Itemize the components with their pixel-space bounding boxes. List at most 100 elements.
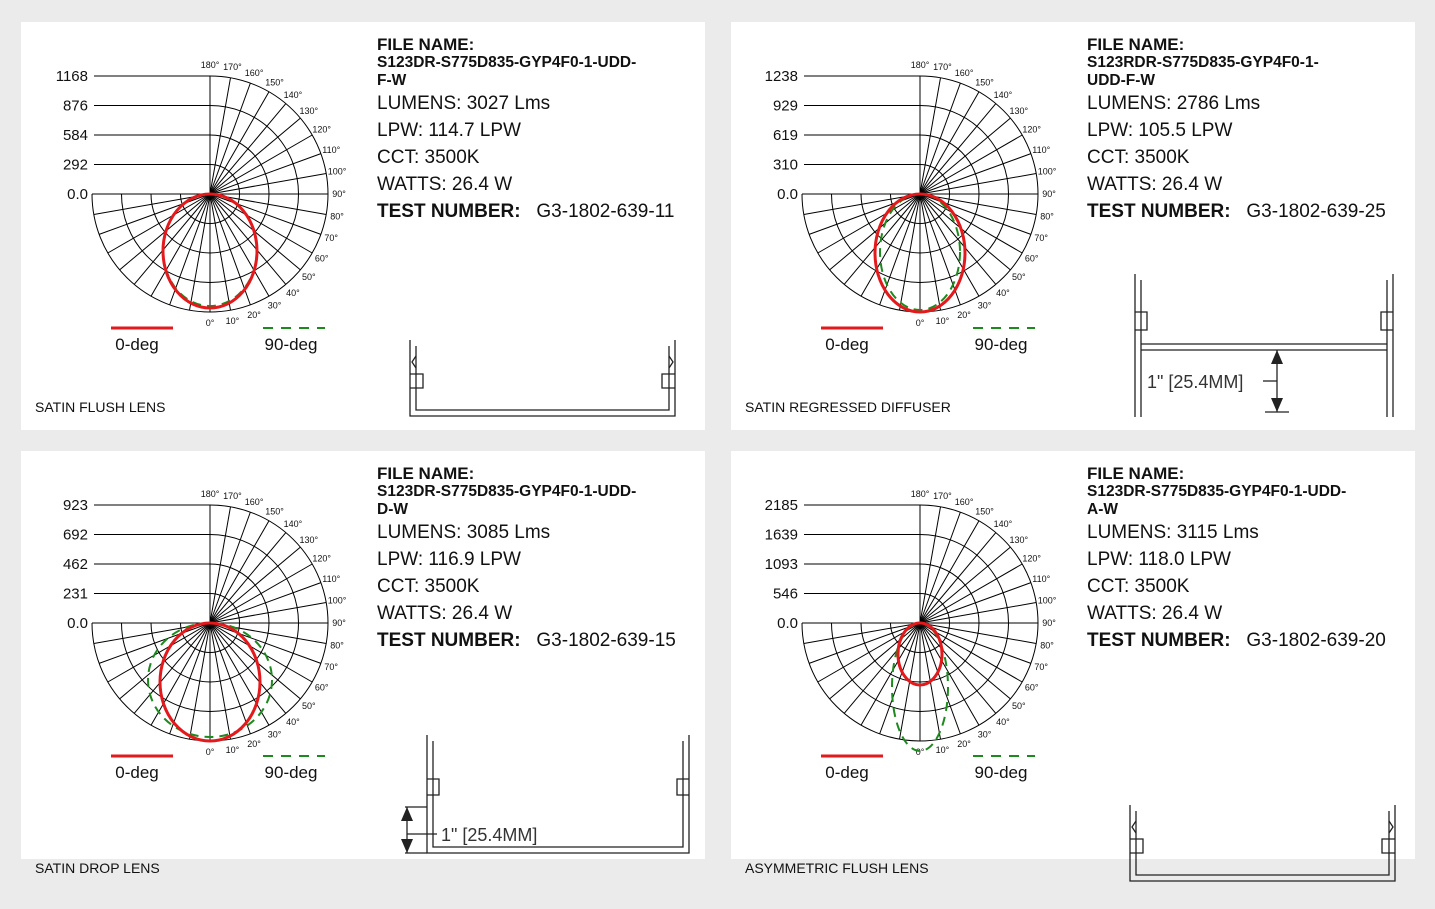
test-number-row: TEST NUMBER: G3-1802-639-20 xyxy=(1087,627,1407,654)
file-name-value: S123DR-S775D835-GYP4F0-1-UDD- F-W xyxy=(377,54,637,89)
lpw-value: LPW: 114.7 LPW xyxy=(377,120,521,141)
angle-label: 160° xyxy=(955,68,974,78)
grid-ring-upper xyxy=(919,105,1009,195)
angle-label: 170° xyxy=(223,491,242,501)
legend-label-0-deg: 0-deg xyxy=(825,335,868,354)
grid-spoke xyxy=(803,622,921,644)
angle-label: 120° xyxy=(312,125,331,135)
grid-ring-upper xyxy=(919,134,980,195)
grid-ring-upper xyxy=(209,534,299,624)
curve-0-deg xyxy=(873,192,967,314)
lumens-value: LUMENS: 2786 Lms xyxy=(1087,93,1261,114)
grid-ring-upper xyxy=(919,75,1039,195)
lpw-value: LPW: 105.5 LPW xyxy=(1087,120,1233,141)
angle-label: 150° xyxy=(265,77,284,87)
angle-label: 20° xyxy=(247,739,261,749)
polar-candela-chart: 2185 1639 1093 546 0.0 180° 170°160°150°140° 13… xyxy=(765,489,1057,782)
grid-spoke xyxy=(209,520,270,624)
grid-spoke xyxy=(919,622,980,726)
grid-spoke xyxy=(879,622,921,735)
grid-spoke xyxy=(98,193,211,235)
grid-spoke xyxy=(829,622,921,700)
lumens-value: LUMENS: 3085 Lms xyxy=(377,522,551,543)
lumens-value: LUMENS: 3027 Lms xyxy=(377,93,551,114)
angle-label: 140° xyxy=(284,90,303,100)
radial-value-label: 1238 xyxy=(765,68,798,85)
radial-value-label: 292 xyxy=(63,157,88,174)
luminaire-profile-drawing xyxy=(409,340,676,417)
angle-label: 70° xyxy=(324,233,338,243)
angle-label: 150° xyxy=(975,506,994,516)
luminaire-profile-drawing xyxy=(1129,805,1396,882)
angle-label: 40° xyxy=(996,717,1010,727)
angle-label: 120° xyxy=(1022,554,1041,564)
grid-spoke xyxy=(209,506,231,624)
angle-label: 160° xyxy=(245,497,264,507)
photometric-panel-satin-drop-lens: 923 692 462 231 0.0 180° 170° 160° 150° 140° 130° 1… xyxy=(21,451,705,876)
angle-label: 100° xyxy=(328,167,347,177)
angle-label: 60° xyxy=(1025,254,1039,264)
radial-value-label: 1639 xyxy=(765,527,798,544)
grid-spoke xyxy=(919,622,997,714)
grid-spoke xyxy=(209,622,231,740)
legend-label-90-deg: 90-deg xyxy=(265,335,318,354)
file-name-value: S123DR-S775D835-GYP4F0-1-UDD- A-W xyxy=(1087,483,1347,518)
photometric-info: FILE NAME: S123DR-S775D835-GYP4F0-1-UDD-… xyxy=(377,35,697,225)
grid-spoke xyxy=(169,193,211,306)
angle-label: 140° xyxy=(284,519,303,529)
grid-spoke xyxy=(919,153,1032,195)
grid-spoke xyxy=(209,532,287,624)
radial-value-label: 1093 xyxy=(765,556,798,573)
angle-label: 170° xyxy=(223,62,242,72)
angle-label: 70° xyxy=(324,662,338,672)
cct-value: CCT: 3500K xyxy=(377,147,480,168)
grid-spoke xyxy=(209,193,270,297)
grid-spoke xyxy=(209,193,322,235)
radial-value-label: 546 xyxy=(773,586,798,603)
angle-label: 0° xyxy=(206,747,215,757)
lpw-value: LPW: 116.9 LPW xyxy=(377,549,521,570)
file-name-label: FILE NAME: xyxy=(377,35,475,54)
polar-grid: 1168 876 584 292 0.0 180° 170°160°150°140° 130°… xyxy=(56,60,347,328)
grid-spoke xyxy=(919,193,941,311)
angle-label: 80° xyxy=(330,640,344,650)
angle-label: 0° xyxy=(916,747,925,757)
legend-label-90-deg: 90-deg xyxy=(975,335,1028,354)
lens-caption: ASYMMETRIC FLUSH LENS xyxy=(745,860,929,876)
watts-value: WATTS: 26.4 W xyxy=(1087,603,1223,624)
legend-label-0-deg: 0-deg xyxy=(115,335,158,354)
lens-caption: SATIN DROP LENS xyxy=(35,860,160,876)
angle-label: 80° xyxy=(1040,211,1054,221)
photometric-info: FILE NAME: S123DR-S775D835-GYP4F0-1-UDD-… xyxy=(377,464,697,654)
grid-spoke xyxy=(919,582,1032,624)
photometric-panel-satin-flush-lens: 1168 876 584 292 0.0 180° 170° 160° 150° 140° 130°… xyxy=(21,22,705,430)
angle-label: 130° xyxy=(300,535,319,545)
angle-label: 60° xyxy=(1025,683,1039,693)
curve-0-deg xyxy=(896,621,944,687)
radial-value-label: 0.0 xyxy=(67,186,88,203)
grid-spoke xyxy=(209,82,251,195)
grid-ring-upper xyxy=(919,534,1009,624)
grid-spoke xyxy=(107,622,211,683)
grid-spoke xyxy=(919,546,1011,624)
angle-label: 0° xyxy=(206,318,215,328)
grid-spoke xyxy=(843,622,921,714)
test-number-row: TEST NUMBER: G3-1802-639-15 xyxy=(377,627,697,654)
radial-value-label: 692 xyxy=(63,527,88,544)
grid-spoke xyxy=(133,193,211,285)
angle-label: 60° xyxy=(315,254,329,264)
curve-0-deg xyxy=(158,621,262,743)
polar-candela-chart: 923 692 462 231 0.0 180° 170°160°150°140° 130° 1… xyxy=(63,489,347,782)
grid-spoke xyxy=(209,193,231,311)
angle-label: 30° xyxy=(978,730,992,740)
angle-label: 130° xyxy=(1010,535,1029,545)
file-name-value: S123DR-S775D835-GYP4F0-1-UDD- D-W xyxy=(377,483,637,518)
angle-label: 70° xyxy=(1034,662,1048,672)
grid-spoke xyxy=(209,103,287,195)
angle-label: 30° xyxy=(268,730,282,740)
radial-value-label: 929 xyxy=(773,98,798,115)
grid-ring-upper xyxy=(209,105,299,195)
radial-value-label: 1168 xyxy=(56,68,88,85)
angle-label: 90° xyxy=(332,618,346,628)
test-number-label: TEST NUMBER: xyxy=(1087,630,1231,651)
